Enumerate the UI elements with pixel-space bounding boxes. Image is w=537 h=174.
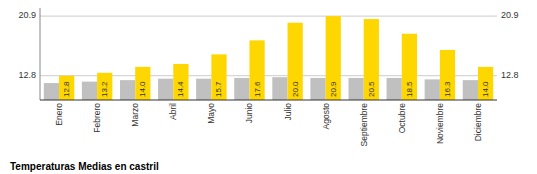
- bar: [82, 82, 97, 100]
- y-axis-line: [40, 8, 41, 100]
- x-tick-label: Diciembre: [473, 103, 483, 142]
- bar: [478, 67, 493, 100]
- x-tick-label: Julio: [283, 103, 293, 121]
- bar: [272, 77, 287, 100]
- bar: [44, 83, 59, 100]
- bar: [135, 67, 150, 100]
- y-tick-label: 20.9: [18, 10, 36, 20]
- chart: 12.8 12.8 20.9 20.9 12.8 13.2 14.0 14.4 15.7 17.6…: [0, 0, 537, 174]
- bar: [310, 78, 325, 100]
- y-tick-label-right: 12.8: [501, 70, 519, 80]
- bar: [173, 64, 188, 100]
- x-tick-label: Septiembre: [359, 103, 369, 147]
- x-tick-label: Octubre: [397, 103, 407, 134]
- y-tick-label-right: 20.9: [501, 10, 519, 20]
- bar: [196, 79, 211, 100]
- x-tick-label: Abril: [168, 103, 178, 120]
- chart-container: 12.8 12.8 20.9 20.9 12.8 13.2 14.0 14.4 15.7 17.6…: [0, 0, 537, 174]
- bar: [387, 78, 402, 100]
- data-label: 12.8: [62, 81, 71, 97]
- bar: [249, 40, 264, 100]
- x-tick-label: Enero: [54, 103, 64, 126]
- bar: [425, 79, 440, 100]
- data-label: 20.0: [291, 81, 300, 97]
- x-tick-label: Marzo: [130, 103, 140, 127]
- bars: [44, 16, 493, 100]
- data-label: 20.9: [329, 81, 338, 97]
- bar: [120, 80, 135, 100]
- x-axis-line: [40, 99, 497, 100]
- bar: [288, 23, 303, 100]
- bar: [158, 79, 173, 100]
- bar: [211, 54, 226, 100]
- bar: [234, 78, 249, 100]
- bar: [364, 19, 379, 100]
- data-label: 13.2: [100, 81, 109, 97]
- bar: [326, 16, 341, 100]
- data-label: 16.3: [443, 81, 452, 97]
- data-label: 18.5: [405, 81, 414, 97]
- grid-line: [40, 16, 497, 17]
- title: Temperaturas Medias en castril: [10, 161, 159, 172]
- bar: [463, 80, 478, 100]
- data-label: 14.4: [176, 81, 185, 97]
- bar: [97, 73, 112, 100]
- y-tick-label: 12.8: [18, 70, 36, 80]
- x-tick-label: Agosto: [321, 103, 331, 130]
- x-tick-label: Junio: [244, 103, 254, 124]
- x-tick-label: Noviembre: [435, 103, 445, 144]
- data-label: 14.0: [481, 81, 490, 97]
- data-label: 15.7: [214, 81, 223, 97]
- x-tick-label: Mayo: [206, 103, 216, 124]
- bar: [348, 78, 363, 100]
- data-label: 17.6: [253, 81, 262, 97]
- data-label: 20.5: [367, 81, 376, 97]
- data-label: 14.0: [138, 81, 147, 97]
- x-tick-label: Febrero: [92, 103, 102, 133]
- bar: [402, 34, 417, 100]
- bar: [59, 76, 74, 100]
- bar: [440, 50, 455, 100]
